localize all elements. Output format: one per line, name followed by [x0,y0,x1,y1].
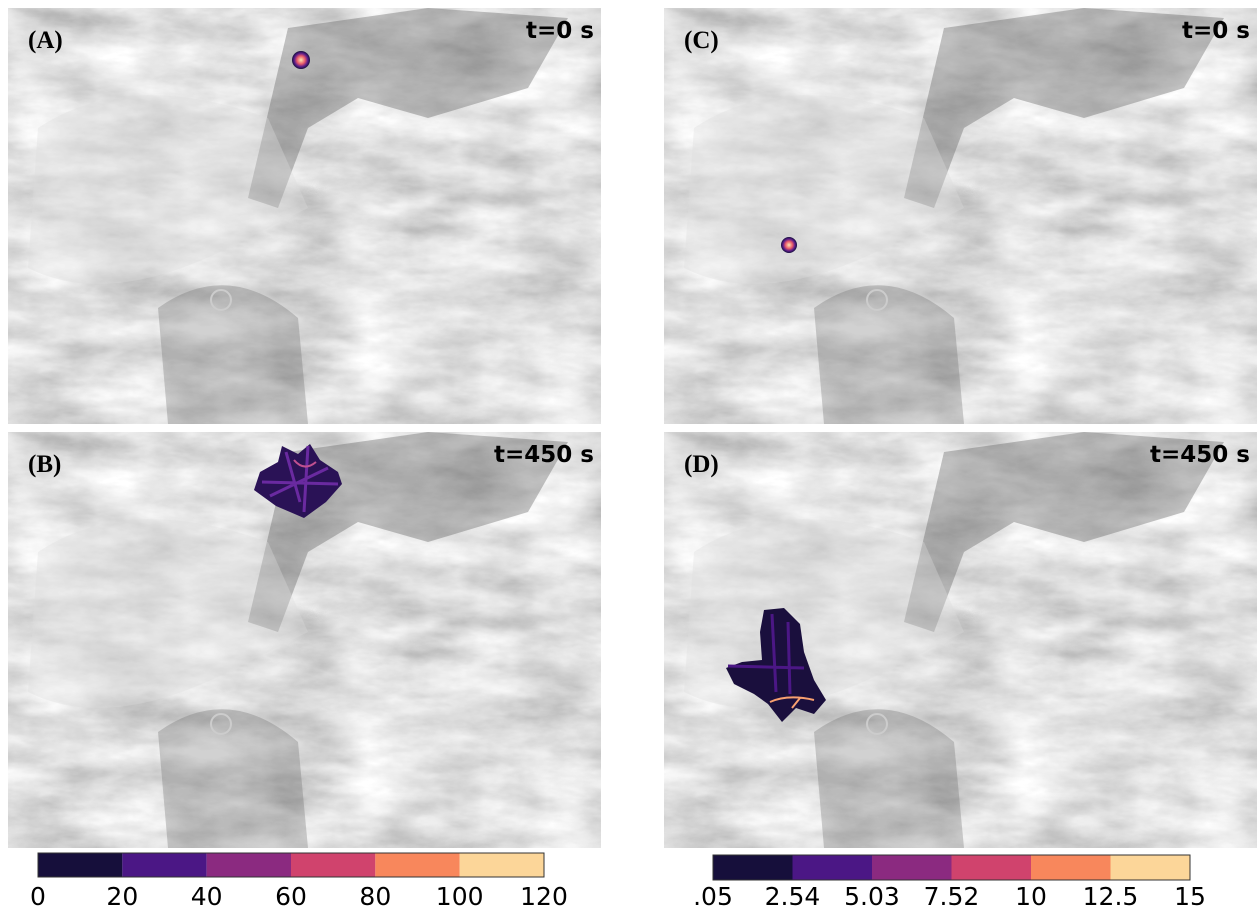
colorbar-tick-label: 80 [359,882,391,911]
source-dot [781,237,797,253]
colorbar-tick-label: .05 [693,882,733,911]
colorbar-segment [872,855,952,880]
source-dot [292,51,310,69]
colorbar-tick-label: 120 [520,882,568,911]
panel: (C) t=0 s [664,8,1257,424]
colorbar-tick-label: 40 [191,882,223,911]
colorbar-tick-label: 15 [1174,882,1206,911]
time-label: t=450 s [494,442,594,468]
panel-label: (C) [684,27,719,54]
colorbar-segment [460,853,544,877]
colorbar-segment [207,853,291,877]
figure: (A) t=0 s (B) t=450 s (C) t=0 s (D) t=450 s 0 20 4… [0,0,1258,916]
colorbar-tick-label: 0 [30,882,46,911]
panel: (A) t=0 s [8,8,601,424]
time-label: t=450 s [1150,442,1250,468]
colorbar-segment [38,853,122,877]
colorbar-tick-label: 7.52 [924,882,980,911]
colorbar-segment [1111,855,1191,880]
colorbar-tick-label: 20 [106,882,138,911]
panel-label: (B) [28,451,61,478]
colorbar-segment [1031,855,1111,880]
colorbar-tick-label: 12.5 [1083,882,1139,911]
colorbar-segment [122,853,206,877]
panel: (D) t=450 s [664,432,1257,848]
panel-label: (D) [684,451,719,478]
colorbar-segment [793,855,873,880]
colorbar-tick-label: 5.03 [844,882,900,911]
colorbar-segment [375,853,459,877]
time-label: t=0 s [526,18,594,44]
colorbar-tick-label: 2.54 [765,882,821,911]
colorbar-tick-label: 100 [436,882,484,911]
time-label: t=0 s [1182,18,1250,44]
terrain [664,8,1257,424]
colorbar-tick-label: 10 [1015,882,1047,911]
terrain [8,8,601,424]
colorbar-segment [952,855,1032,880]
panel: (B) t=450 s [8,432,601,848]
terrain [664,432,1257,848]
colorbar-tick-label: 60 [275,882,307,911]
colorbar-segment [713,855,793,880]
panel-label: (A) [28,27,63,54]
colorbar-segment [291,853,375,877]
